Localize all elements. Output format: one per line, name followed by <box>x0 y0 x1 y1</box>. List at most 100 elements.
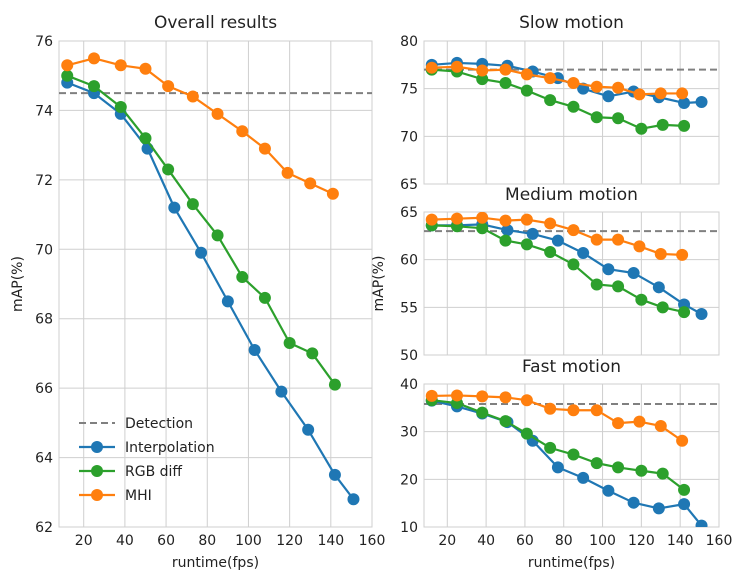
x-tick-label: 160 <box>359 533 386 549</box>
data-layer <box>424 212 719 321</box>
plot-frame <box>58 40 373 528</box>
data-point-mhi <box>676 87 689 100</box>
data-point-interpolation <box>627 496 640 509</box>
data-point-interpolation <box>328 468 341 481</box>
data-point-interpolation <box>577 471 590 484</box>
data-point-rgb-diff <box>612 461 625 474</box>
y-tick-label: 60 <box>400 253 418 269</box>
data-point-mhi <box>450 212 463 225</box>
data-point-rgb-diff <box>656 467 669 480</box>
data-point-mhi <box>236 125 249 138</box>
x-tick-label: 80 <box>555 533 573 549</box>
data-point-mhi <box>476 212 489 224</box>
data-point-interpolation <box>695 308 708 321</box>
data-point-mhi <box>654 419 667 432</box>
panel-title: Overall results <box>154 13 277 33</box>
data-point-interpolation <box>275 385 288 398</box>
y-tick-label: 20 <box>400 472 418 488</box>
data-point-rgb-diff <box>590 278 603 291</box>
data-point-mhi <box>88 52 101 65</box>
panel-medium-motion: 50 55 60 65 Medium motion mAP(%) <box>371 185 720 364</box>
data-point-mhi <box>612 233 625 246</box>
data-point-rgb-diff <box>61 69 74 82</box>
data-point-rgb-diff <box>236 271 249 284</box>
panel-title: Slow motion <box>519 13 624 33</box>
data-point-mhi <box>612 81 625 94</box>
data-point-mhi <box>520 213 533 226</box>
data-point-rgb-diff <box>211 229 224 242</box>
data-point-mhi <box>544 72 557 85</box>
x-tick-label: 20 <box>75 533 93 549</box>
data-point-interpolation <box>302 423 315 436</box>
data-point-mhi <box>476 390 489 403</box>
data-point-rgb-diff <box>328 378 341 391</box>
legend-label: RGB diff <box>125 464 182 480</box>
legend: Detection Interpolation RGB diff MHI <box>79 416 215 504</box>
data-layer <box>59 52 372 506</box>
data-point-rgb-diff <box>520 427 533 440</box>
data-point-mhi <box>567 404 580 417</box>
plot-area <box>424 212 719 355</box>
data-point-rgb-diff <box>520 84 533 97</box>
series-rgb-diff <box>425 219 691 319</box>
data-point-rgb-diff <box>567 258 580 271</box>
x-tick-label: 20 <box>438 533 456 549</box>
data-point-rgb-diff <box>590 457 603 470</box>
data-point-interpolation <box>695 96 708 109</box>
series-mhi <box>425 60 689 101</box>
series-mhi <box>61 52 339 200</box>
data-point-mhi <box>590 80 603 93</box>
data-point-interpolation <box>577 246 590 259</box>
data-point-interpolation <box>695 519 708 527</box>
x-axis-label: runtime(fps) <box>528 555 615 571</box>
x-tick-label: 80 <box>198 533 216 549</box>
x-axis-label: runtime(fps) <box>172 555 259 571</box>
data-point-rgb-diff <box>499 415 512 428</box>
data-point-mhi <box>544 402 557 415</box>
y-axis-label: mAP(%) <box>371 256 387 312</box>
y-tick-label: 50 <box>400 348 418 364</box>
legend-marker <box>91 441 103 453</box>
data-point-mhi <box>544 217 557 230</box>
data-point-rgb-diff <box>476 73 489 86</box>
data-point-mhi <box>304 177 317 190</box>
y-tick-label: 68 <box>35 312 53 328</box>
data-point-mhi <box>590 233 603 246</box>
data-point-rgb-diff <box>567 448 580 461</box>
plot-frame <box>423 211 720 356</box>
data-point-mhi <box>139 62 152 75</box>
data-point-rgb-diff <box>114 100 127 113</box>
data-point-mhi <box>654 247 667 260</box>
series-mhi <box>425 389 689 447</box>
data-point-rgb-diff <box>612 112 625 125</box>
data-point-mhi <box>520 394 533 407</box>
data-point-interpolation <box>551 461 564 474</box>
x-tick-label: 140 <box>667 533 694 549</box>
data-point-rgb-diff <box>258 291 271 304</box>
data-point-mhi <box>326 187 339 200</box>
data-point-mhi <box>281 166 294 179</box>
data-point-rgb-diff <box>520 238 533 251</box>
data-point-rgb-diff <box>678 119 691 132</box>
panel-overall-results: 20 40 60 80 100 120 140 160 62 64 66 68 70 72 74 76 Over… <box>10 13 385 571</box>
y-tick-label: 72 <box>35 173 53 189</box>
data-point-rgb-diff <box>678 483 691 496</box>
legend-item-rgb-diff: RGB diff <box>79 464 182 480</box>
legend-label: MHI <box>125 488 152 504</box>
data-point-interpolation <box>551 234 564 247</box>
data-point-mhi <box>61 59 74 72</box>
data-point-interpolation <box>652 502 665 515</box>
x-tick-label: 40 <box>477 533 495 549</box>
x-tick-label: 60 <box>516 533 534 549</box>
data-point-rgb-diff <box>88 80 101 93</box>
x-tick-label: 120 <box>276 533 303 549</box>
legend-label: Detection <box>125 416 193 432</box>
data-point-mhi <box>590 404 603 417</box>
series-rgb-diff <box>61 69 341 391</box>
x-tick-label: 40 <box>116 533 134 549</box>
data-point-interpolation <box>602 90 615 103</box>
data-point-mhi <box>612 417 625 430</box>
data-point-mhi <box>425 61 438 74</box>
x-tick-label: 60 <box>157 533 175 549</box>
